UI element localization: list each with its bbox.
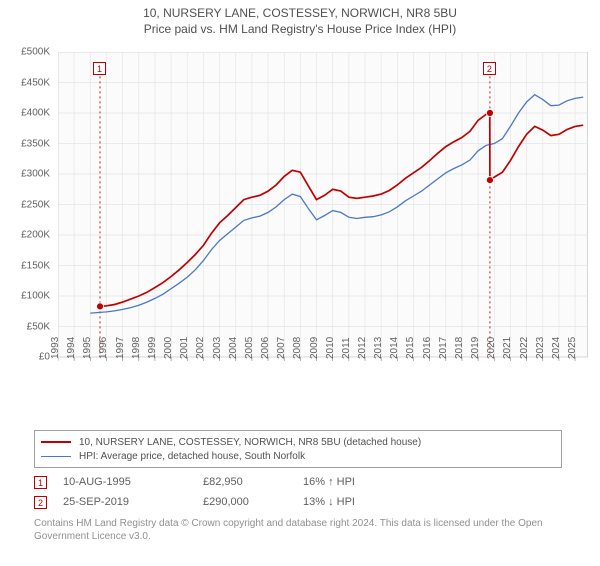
x-axis-tick-label: 2000 (163, 333, 179, 363)
chart-legend: 10, NURSERY LANE, COSTESSEY, NORWICH, NR… (34, 430, 562, 468)
y-axis-tick-label: £500K (10, 47, 50, 58)
x-axis-tick-label: 2005 (244, 333, 260, 363)
x-axis-tick-label: 2003 (212, 333, 228, 363)
x-axis-tick-label: 2018 (454, 333, 470, 363)
y-axis-tick-label: £50K (10, 321, 50, 332)
x-axis-tick-label: 2024 (551, 333, 567, 363)
x-axis-tick-label: 2022 (519, 333, 535, 363)
y-axis-tick-label: £100K (10, 291, 50, 302)
x-axis-tick-label: 2011 (341, 333, 357, 363)
transaction-marker: 2 (34, 496, 47, 509)
chart-area: £0 £50K £100K £150K £200K £250K £300K £350K £400… (10, 52, 590, 422)
transaction-delta: 16% ↑ HPI (303, 476, 423, 488)
transaction-delta: 13% ↓ HPI (303, 496, 423, 508)
chart-subtitle: Price paid vs. HM Land Registry's House … (0, 22, 600, 36)
x-axis-tick-label: 2014 (389, 333, 405, 363)
x-axis-tick-label: 2004 (228, 333, 244, 363)
x-axis-tick-label: 2013 (373, 333, 389, 363)
y-axis-tick-label: £400K (10, 108, 50, 119)
y-axis-tick-label: £0 (10, 352, 50, 363)
y-axis-tick-label: £150K (10, 260, 50, 271)
transaction-price: £82,950 (203, 476, 303, 488)
y-axis-tick-label: £200K (10, 230, 50, 241)
x-axis-tick-label: 2002 (195, 333, 211, 363)
y-axis-tick-label: £450K (10, 77, 50, 88)
x-axis-tick-label: 2007 (276, 333, 292, 363)
chart-marker-box: 1 (93, 62, 106, 75)
x-axis-tick-label: 2019 (470, 333, 486, 363)
x-axis-tick-label: 1994 (66, 333, 82, 363)
x-axis-tick-label: 2017 (438, 333, 454, 363)
x-axis-tick-label: 1993 (50, 333, 66, 363)
x-axis-tick-label: 1997 (115, 333, 131, 363)
x-axis-tick-label: 2023 (535, 333, 551, 363)
x-axis-tick-label: 2020 (486, 333, 502, 363)
transaction-row: 1 10-AUG-1995 £82,950 16% ↑ HPI (34, 472, 562, 492)
chart-marker-box: 2 (483, 62, 496, 75)
transaction-marker: 1 (34, 476, 47, 489)
x-axis-tick-label: 2006 (260, 333, 276, 363)
x-axis-tick-label: 1995 (82, 333, 98, 363)
x-axis-tick-label: 1998 (131, 333, 147, 363)
x-axis-tick-label: 2016 (422, 333, 438, 363)
legend-label-red: 10, NURSERY LANE, COSTESSEY, NORWICH, NR… (79, 437, 421, 448)
transaction-row: 2 25-SEP-2019 £290,000 13% ↓ HPI (34, 492, 562, 512)
x-axis-tick-label: 2025 (567, 333, 583, 363)
x-axis-tick-label: 2010 (325, 333, 341, 363)
transaction-date: 10-AUG-1995 (63, 476, 203, 488)
chart-title: 10, NURSERY LANE, COSTESSEY, NORWICH, NR… (0, 6, 600, 20)
chart-footnote: Contains HM Land Registry data © Crown c… (34, 518, 562, 543)
legend-label-blue: HPI: Average price, detached house, Sout… (79, 451, 305, 462)
y-axis-tick-label: £250K (10, 199, 50, 210)
y-axis-tick-label: £300K (10, 169, 50, 180)
x-axis-tick-label: 2009 (309, 333, 325, 363)
x-axis-tick-label: 2021 (502, 333, 518, 363)
x-axis-tick-label: 1999 (147, 333, 163, 363)
x-axis-tick-label: 2008 (292, 333, 308, 363)
transaction-price: £290,000 (203, 496, 303, 508)
y-axis-tick-label: £350K (10, 138, 50, 149)
legend-swatch-blue (41, 456, 71, 457)
transaction-date: 25-SEP-2019 (63, 496, 203, 508)
transactions-table: 1 10-AUG-1995 £82,950 16% ↑ HPI 2 25-SEP… (34, 472, 562, 512)
x-axis-tick-label: 2015 (405, 333, 421, 363)
x-axis-tick-label: 2012 (357, 333, 373, 363)
legend-swatch-red (41, 441, 71, 443)
x-axis-tick-label: 1996 (98, 333, 114, 363)
x-axis-tick-label: 2001 (179, 333, 195, 363)
